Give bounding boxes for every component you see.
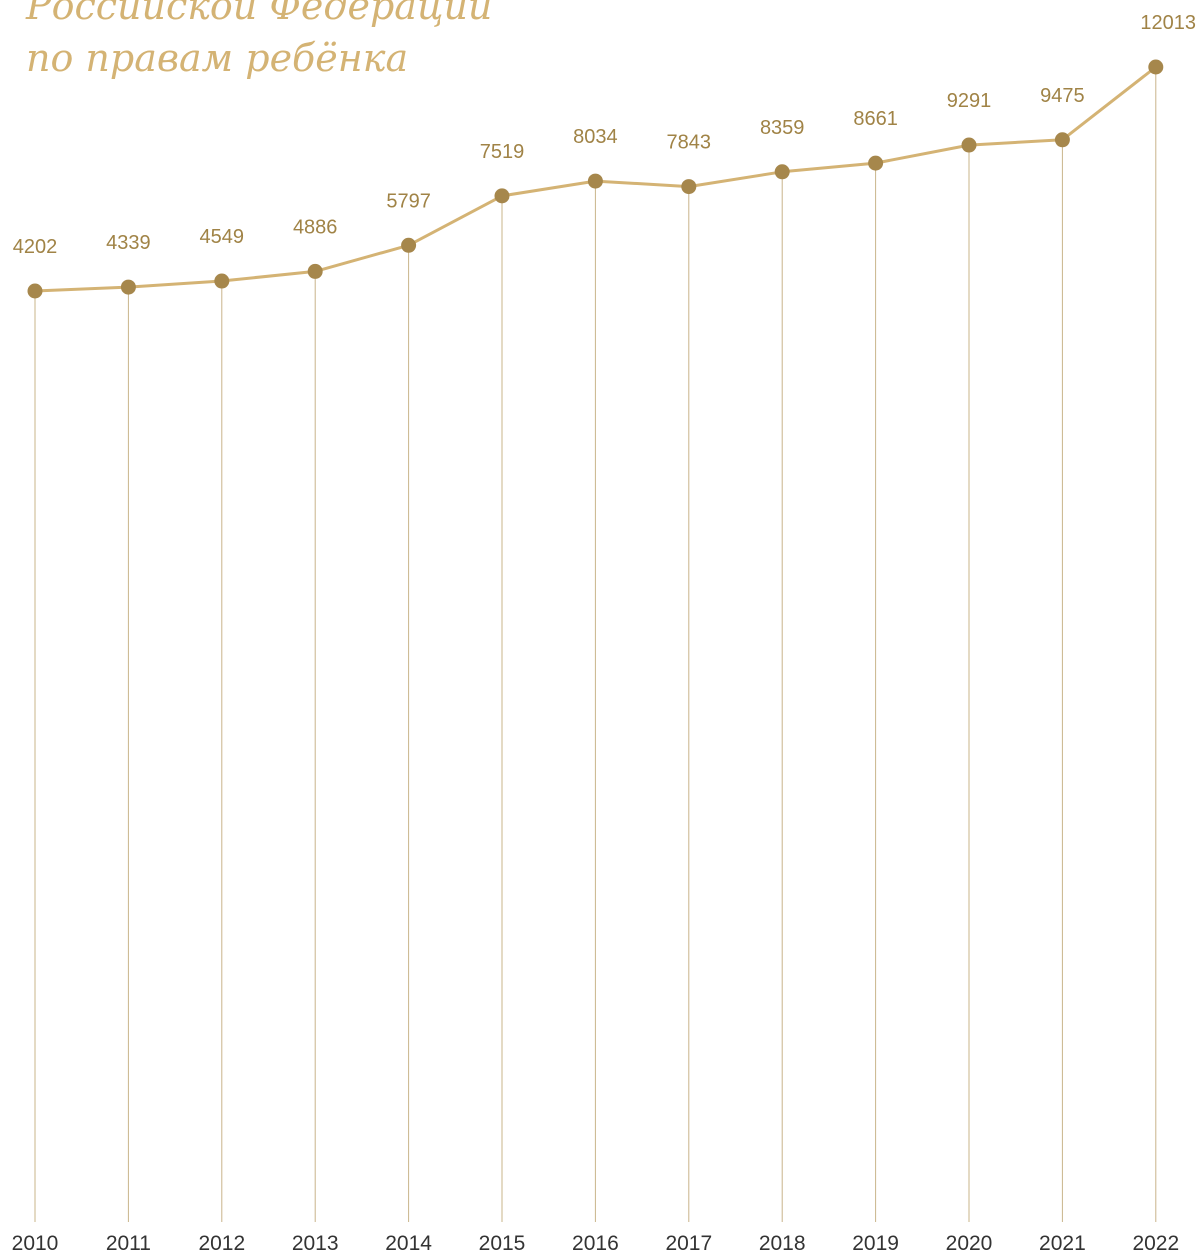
data-point-2017 (681, 179, 697, 195)
x-tick-label-2017: 2017 (665, 1232, 712, 1255)
data-point-2019 (868, 155, 884, 171)
x-tick-label-2022: 2022 (1132, 1232, 1179, 1255)
data-point-2015 (494, 188, 510, 204)
drop-lines (34, 67, 1157, 1222)
x-tick-label-2013: 2013 (292, 1232, 339, 1255)
x-tick-label-2014: 2014 (385, 1232, 432, 1255)
x-tick-label-2021: 2021 (1039, 1232, 1086, 1255)
x-tick-label-2016: 2016 (572, 1232, 619, 1255)
value-label-2022: 12013 (1140, 12, 1196, 34)
data-point-2016 (587, 173, 603, 189)
data-point-2021 (1054, 132, 1070, 148)
x-tick-label-2019: 2019 (852, 1232, 899, 1255)
data-point-2013 (307, 263, 323, 279)
x-tick-labels: 2010 2011 2012 2013 2014 2015 2016 2017 2018 2019… (12, 1232, 1180, 1255)
x-tick-label-2020: 2020 (946, 1232, 993, 1255)
x-tick-label-2018: 2018 (759, 1232, 806, 1255)
value-labels: 4202 4339 4549 4886 5797 7519 8034 7843 8359 8661… (13, 12, 1196, 258)
x-tick-label-2015: 2015 (479, 1232, 526, 1255)
value-label-2021: 9475 (1040, 85, 1085, 107)
chart-title-line-2: по правам ребёнка (26, 36, 409, 80)
data-points (27, 59, 1164, 299)
data-point-2014 (401, 237, 417, 253)
value-label-2019: 8661 (853, 108, 898, 130)
value-label-2016: 8034 (573, 126, 618, 148)
data-point-2010 (27, 283, 43, 299)
value-label-2017: 7843 (667, 132, 712, 154)
value-label-2010: 4202 (13, 236, 58, 258)
value-label-2011: 4339 (106, 232, 151, 254)
value-label-2015: 7519 (480, 141, 525, 163)
x-tick-label-2010: 2010 (12, 1232, 59, 1255)
data-point-2022 (1148, 59, 1164, 75)
data-point-2012 (214, 273, 230, 289)
value-label-2014: 5797 (386, 190, 431, 212)
x-tick-label-2011: 2011 (106, 1232, 151, 1255)
value-label-2020: 9291 (947, 90, 992, 112)
value-label-2012: 4549 (200, 226, 245, 248)
data-point-2020 (961, 137, 977, 153)
value-label-2018: 8359 (760, 117, 805, 139)
data-point-2011 (120, 279, 136, 295)
data-point-2018 (774, 164, 790, 180)
x-tick-label-2012: 2012 (198, 1232, 245, 1255)
chart-title: Российской Федерации по правам ребёнка (26, 0, 492, 84)
chart-title-line-1: Российской Федерации (26, 0, 493, 28)
value-label-2013: 4886 (293, 216, 338, 238)
